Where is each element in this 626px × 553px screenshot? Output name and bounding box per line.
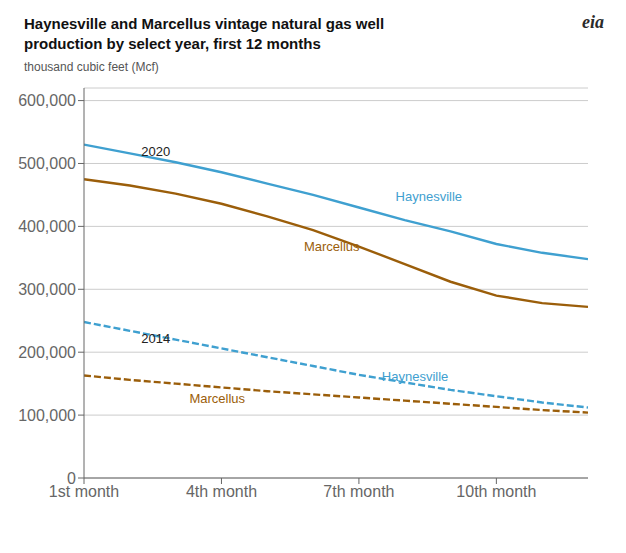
svg-text:2014: 2014 <box>141 331 170 346</box>
svg-text:500,000: 500,000 <box>18 155 76 172</box>
svg-text:10th month: 10th month <box>456 483 536 500</box>
svg-text:0: 0 <box>67 470 76 487</box>
svg-text:2020: 2020 <box>141 144 170 159</box>
svg-text:100,000: 100,000 <box>18 407 76 424</box>
svg-text:200,000: 200,000 <box>18 344 76 361</box>
svg-text:400,000: 400,000 <box>18 218 76 235</box>
html-text:eia: eia <box>582 12 604 32</box>
html-text:thousand cubic feet (Mcf): thousand cubic feet (Mcf) <box>24 60 159 74</box>
svg-text:Marcellus: Marcellus <box>304 239 360 254</box>
svg-text:Marcellus: Marcellus <box>189 391 245 406</box>
svg-text:300,000: 300,000 <box>18 281 76 298</box>
html-text:Haynesville and Marcellus vint: Haynesville and Marcellus vintage natura… <box>24 15 385 32</box>
svg-text:1st month: 1st month <box>49 483 119 500</box>
svg-text:Haynesville: Haynesville <box>382 369 448 384</box>
svg-text:600,000: 600,000 <box>18 92 76 109</box>
svg-text:Haynesville: Haynesville <box>396 189 462 204</box>
svg-text:7th month: 7th month <box>323 483 394 500</box>
svg-text:4th month: 4th month <box>186 483 257 500</box>
html-text:production by select year, fir: production by select year, first 12 mont… <box>24 35 321 52</box>
